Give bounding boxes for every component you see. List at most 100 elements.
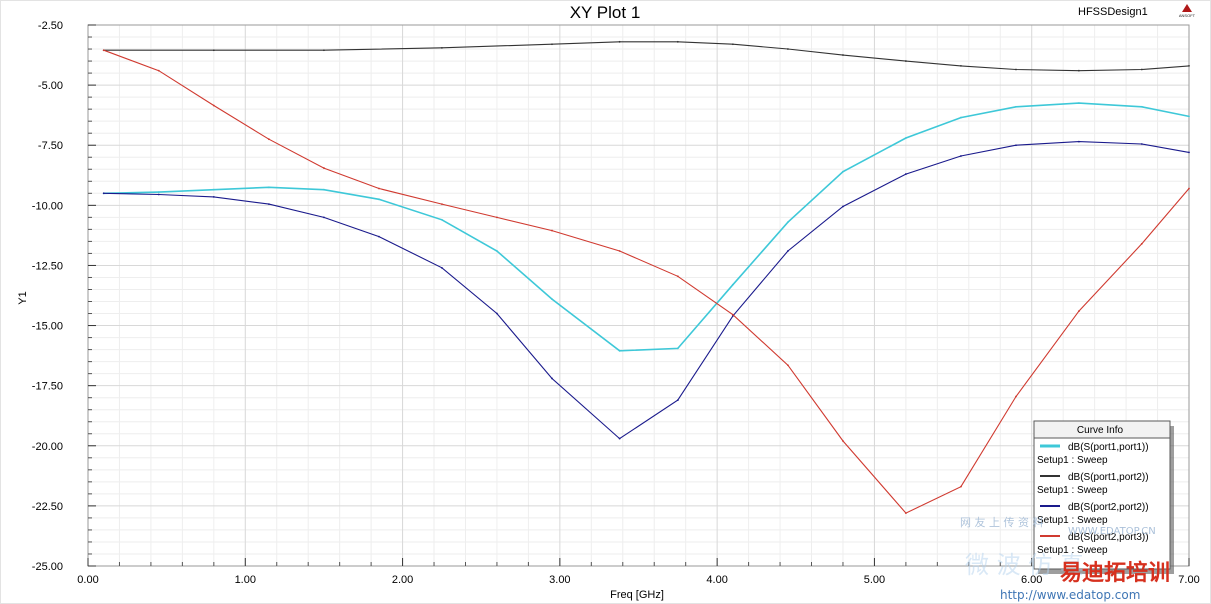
data-point xyxy=(731,313,734,316)
data-point xyxy=(157,191,160,194)
data-point xyxy=(676,399,679,401)
data-point xyxy=(267,138,270,141)
plot-area-border xyxy=(87,24,1190,567)
data-point xyxy=(960,116,962,119)
legend-title: Curve Info xyxy=(1077,425,1124,436)
data-point xyxy=(157,69,160,72)
data-point xyxy=(1015,144,1017,147)
data-point xyxy=(440,218,443,221)
data-point xyxy=(1078,310,1080,313)
data-point xyxy=(904,173,907,175)
data-point xyxy=(496,216,498,219)
data-point xyxy=(787,48,789,50)
data-point xyxy=(212,188,215,191)
y-tick-label: -17.50 xyxy=(32,381,63,393)
legend-entry-name: dB(S(port2,port3)) xyxy=(1068,532,1149,543)
y-tick-label: -2.50 xyxy=(38,20,63,32)
y-tick-label: -25.00 xyxy=(32,561,63,573)
data-point xyxy=(378,198,380,201)
y-tick-labels: -2.50 -5.00 -7.50 -10.00 -12.50 -15.00 -17.50 -… xyxy=(32,20,63,573)
x-axis-label: Freq [GHz] xyxy=(610,589,664,601)
y-axis-label: Y1 xyxy=(17,291,29,304)
data-point xyxy=(551,298,553,301)
data-point xyxy=(618,437,621,440)
data-point xyxy=(551,229,553,232)
data-point xyxy=(1015,105,1017,108)
data-point xyxy=(1078,102,1080,105)
data-point xyxy=(960,64,962,67)
y-tick-label: -5.00 xyxy=(38,80,63,92)
data-point xyxy=(267,203,270,206)
data-point xyxy=(440,203,443,206)
svg-text:WWW.EDATOP.CN: WWW.EDATOP.CN xyxy=(1068,526,1156,537)
x-tick-label: 7.00 xyxy=(1178,574,1199,586)
data-point xyxy=(618,250,621,252)
data-point xyxy=(102,49,105,52)
design-name: HFSSDesign1 xyxy=(1078,6,1148,18)
data-point xyxy=(1015,395,1017,398)
data-point xyxy=(1188,64,1190,67)
x-tick-label: 5.00 xyxy=(864,574,885,586)
axis-ticks xyxy=(87,24,1190,567)
x-tick-label: 3.00 xyxy=(549,574,570,586)
data-point xyxy=(1140,143,1143,145)
legend-entry-setup: Setup1 : Sweep xyxy=(1037,455,1108,466)
curve-info-legend: Curve Info dB(S(port1,port1)) Setup1 : Sw… xyxy=(1033,420,1174,574)
data-point xyxy=(1140,242,1143,245)
data-point xyxy=(440,46,443,49)
data-point xyxy=(842,170,844,173)
data-point xyxy=(1140,68,1143,71)
x-tick-label: 6.00 xyxy=(1021,574,1042,586)
data-point xyxy=(323,167,325,169)
data-point xyxy=(378,235,380,238)
data-point xyxy=(618,40,621,43)
x-tick-label: 4.00 xyxy=(706,574,727,586)
data-point xyxy=(960,155,962,157)
y-tick-label: -7.50 xyxy=(38,140,63,152)
data-point xyxy=(787,364,789,367)
data-point xyxy=(323,49,325,52)
data-point xyxy=(212,49,215,52)
y-tick-label: -20.00 xyxy=(32,441,63,453)
data-point xyxy=(904,60,907,62)
y-tick-label: -12.50 xyxy=(32,260,63,272)
data-point xyxy=(267,186,270,189)
series-line-2 xyxy=(103,41,1190,72)
data-point xyxy=(842,440,844,442)
data-point xyxy=(1015,68,1017,71)
series-line-4 xyxy=(103,49,1190,514)
data-point xyxy=(1188,115,1190,118)
data-point xyxy=(212,104,215,107)
x-tick-label: 1.00 xyxy=(235,574,256,586)
data-point xyxy=(102,192,105,195)
data-point xyxy=(960,485,962,488)
data-point xyxy=(551,43,553,46)
data-point xyxy=(787,221,789,224)
data-point xyxy=(842,54,844,56)
data-point xyxy=(212,196,215,198)
series-layer xyxy=(102,40,1190,515)
data-point xyxy=(904,512,907,515)
data-point xyxy=(1078,140,1080,143)
data-point xyxy=(1188,151,1190,154)
data-point xyxy=(323,216,325,219)
data-point xyxy=(157,193,160,196)
chart-title: XY Plot 1 xyxy=(570,3,641,22)
data-point xyxy=(323,188,325,191)
legend-entry-name: dB(S(port1,port2)) xyxy=(1068,472,1149,483)
svg-text:ANSOFT: ANSOFT xyxy=(1179,13,1196,18)
data-point xyxy=(618,349,621,352)
data-point xyxy=(676,40,679,43)
data-point xyxy=(551,377,553,380)
ansoft-logo-icon: ANSOFT xyxy=(1179,4,1196,18)
data-point xyxy=(731,283,734,286)
data-point xyxy=(1140,105,1143,108)
series-line-3 xyxy=(103,141,1190,440)
watermark-url: http://www.edatop.com xyxy=(1000,588,1140,602)
legend-entry-setup: Setup1 : Sweep xyxy=(1037,545,1108,556)
data-point xyxy=(904,137,907,139)
series-line-1 xyxy=(103,102,1190,352)
data-point xyxy=(676,347,679,350)
data-point xyxy=(1188,187,1190,190)
